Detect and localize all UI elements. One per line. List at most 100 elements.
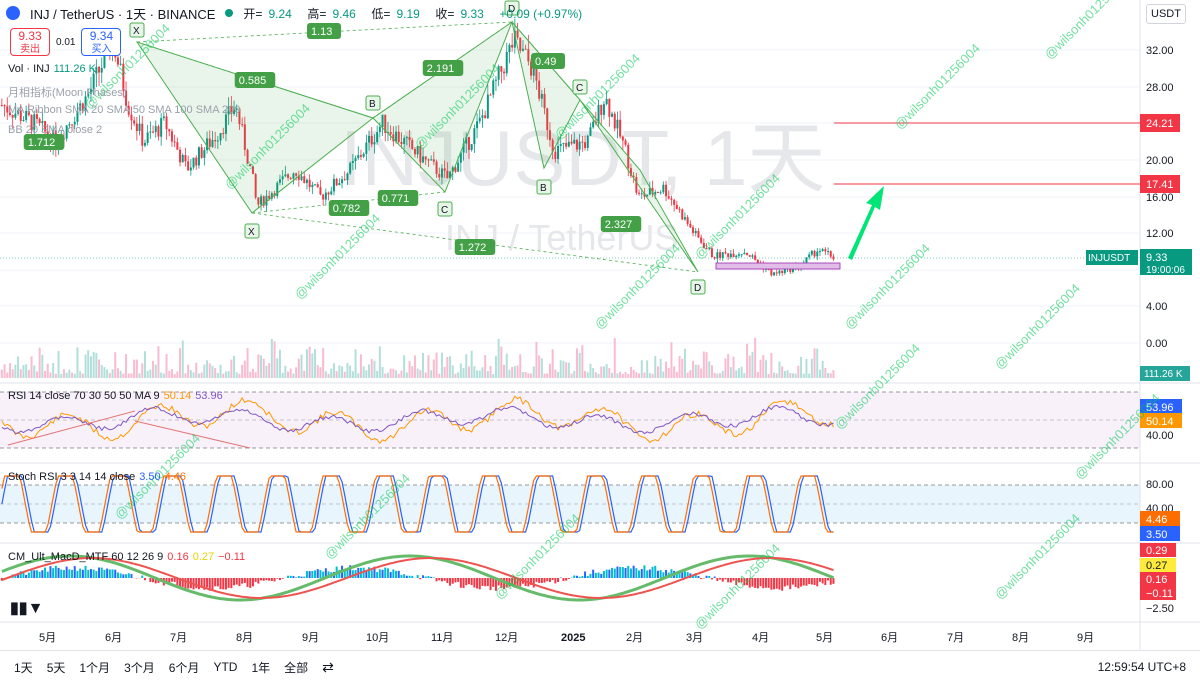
macd-hist-bar	[565, 578, 568, 581]
watermark-stamp: @wilsonh01256004	[992, 281, 1084, 373]
range-all[interactable]: 全部	[284, 660, 309, 675]
volume-bar	[508, 369, 511, 378]
sell-button[interactable]: 9.33 卖出	[10, 28, 50, 56]
candle-body	[17, 110, 20, 114]
macd-hist-bar	[395, 570, 398, 578]
candle-body	[284, 174, 287, 177]
buy-button[interactable]: 9.34 买入	[81, 28, 122, 56]
volume-bar	[465, 354, 468, 378]
range-ytd[interactable]: YTD	[213, 660, 238, 674]
candle-body	[211, 139, 214, 147]
binance-logo-icon	[6, 6, 20, 20]
stoch-legend[interactable]: Stoch RSI 3 3 14 14 close 3.50 4.46	[8, 471, 186, 483]
range-1d[interactable]: 1天	[14, 660, 33, 675]
macd-hist-bar	[95, 571, 98, 578]
volume-bar	[111, 369, 114, 378]
candle-body	[532, 63, 535, 76]
macd-hist-bar	[829, 578, 832, 585]
stoch-tick-label: 80.00	[1146, 479, 1174, 491]
candle-body	[432, 159, 435, 162]
volume-bar	[478, 370, 481, 378]
macd-hist-bar	[208, 578, 211, 591]
range-1m[interactable]: 1个月	[79, 660, 111, 675]
macd-hist-bar	[476, 578, 479, 589]
compare-icon[interactable]: ⇄	[322, 658, 334, 675]
pattern-triangle	[579, 99, 699, 273]
volume-bar	[530, 373, 533, 378]
currency-select[interactable]: USDT	[1146, 4, 1186, 24]
volume-bar	[764, 360, 767, 378]
pattern-point-label: D	[508, 4, 515, 15]
macd-hist-bar	[589, 573, 592, 578]
macd-hist-bar	[365, 571, 368, 578]
symbol-title[interactable]: INJ / TetherUS · 1天 · BINANCE	[30, 6, 216, 22]
vol-tag	[1140, 366, 1190, 381]
candle-body	[206, 138, 209, 151]
macd-hist-bar	[100, 567, 103, 578]
macd-hist-bar	[511, 578, 514, 585]
macd-hist-bar	[764, 578, 767, 588]
candle-body	[546, 108, 549, 131]
macd-hist-bar	[41, 570, 44, 578]
range-6m[interactable]: 6个月	[168, 660, 200, 675]
volume-bar	[92, 351, 95, 378]
macd-hist-bar	[756, 578, 759, 589]
volume-bar	[143, 351, 146, 378]
macd-hist-bar	[710, 578, 713, 580]
candle-body	[438, 174, 441, 178]
pattern-point-label: B	[540, 183, 547, 194]
volume-bar	[284, 365, 287, 378]
macd-legend[interactable]: CM_Ult_MacD_MTF 60 12 26 9 0.16 0.27 −0.11	[8, 551, 245, 563]
volume-bar	[71, 372, 74, 378]
range-3m[interactable]: 3个月	[124, 660, 155, 675]
macd-hist-bar	[540, 578, 543, 583]
macd-hist-bar	[746, 578, 749, 586]
moon-legend[interactable]: 月相指标(Moon Phases)	[8, 87, 127, 99]
candle-body	[300, 176, 303, 180]
sma-legend[interactable]: MA Ribbon SMA 20 SMA 50 SMA 100 SMA 200	[8, 104, 241, 116]
stoch-value-2: 4.46	[164, 471, 187, 483]
macd-hist-bar	[597, 572, 600, 578]
candle-body	[481, 115, 484, 118]
volume-bar	[168, 370, 171, 378]
volume-bar	[95, 352, 98, 378]
volume-bar	[440, 352, 443, 378]
ohlc-values: 开= 9.24 高= 9.46 低= 9.19 收= 9.33 +0.09 (+0.97…	[243, 5, 588, 22]
bb-legend[interactable]: BB 20 SMA close 2	[8, 124, 103, 136]
candle-body	[173, 141, 176, 143]
candle-body	[513, 30, 516, 48]
range-1y[interactable]: 1年	[251, 660, 271, 675]
volume-bar	[805, 358, 808, 378]
volume-bar	[276, 358, 279, 378]
candle-body	[346, 173, 349, 181]
volume-bar	[246, 348, 249, 378]
volume-bar	[470, 350, 473, 378]
macd-hist-bar	[308, 571, 311, 578]
candle-body	[44, 121, 47, 132]
volume-bar	[125, 354, 128, 378]
rsi-legend[interactable]: RSI 14 close 70 30 50 50 MA 9 50.14 53.96	[8, 390, 223, 402]
volume-legend[interactable]: Vol · INJ 111.26 K	[8, 63, 96, 75]
volume-bar	[11, 369, 14, 378]
volume-bar	[716, 373, 719, 378]
volume-bar	[203, 364, 206, 378]
candle-body	[540, 93, 543, 99]
candle-body	[629, 168, 632, 176]
candle-body	[281, 176, 284, 180]
candle-body	[705, 248, 708, 250]
volume-bar	[262, 358, 265, 378]
volume-bar	[160, 372, 163, 378]
volume-bar	[754, 337, 757, 378]
macd-hist-bar	[729, 578, 732, 583]
macd-hist-bar	[389, 572, 392, 578]
volume-bar	[459, 363, 462, 378]
volume-bar	[395, 370, 398, 378]
range-5d[interactable]: 5天	[46, 660, 66, 675]
macd-hist-bar	[424, 576, 427, 578]
macd-tag-label: −0.11	[1146, 588, 1173, 600]
volume-bar	[200, 372, 203, 378]
volume-bar	[260, 355, 263, 378]
close-value: 9.33	[460, 6, 484, 21]
candle-body	[0, 105, 3, 106]
close-label: 收=	[435, 6, 455, 21]
